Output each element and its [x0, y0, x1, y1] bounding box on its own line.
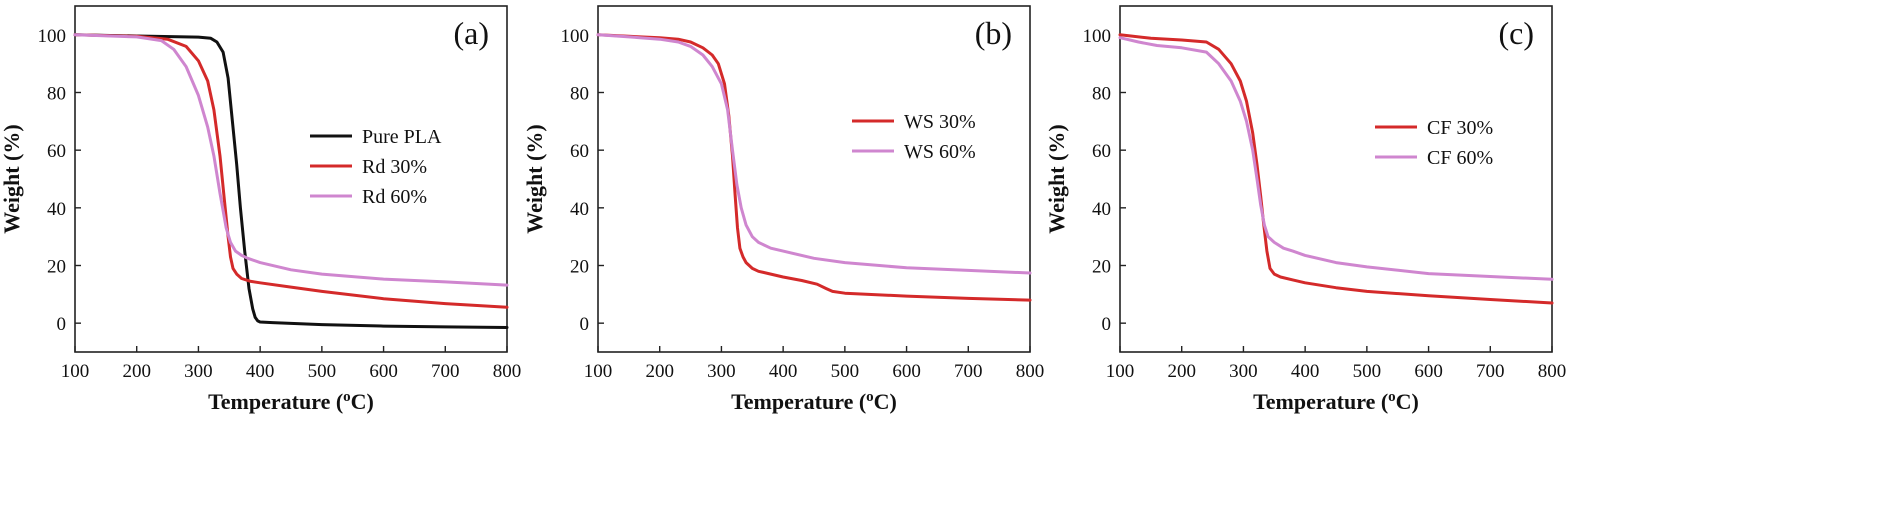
x-tick-label: 700 — [954, 361, 983, 382]
y-tick-label: 40 — [47, 199, 66, 220]
x-axis-label-superscript: o — [866, 389, 874, 405]
x-tick-label: 800 — [1016, 361, 1045, 382]
y-axis-label: Weight (%) — [0, 124, 24, 233]
legend-entry: WS 60% — [904, 141, 976, 163]
x-tick-label: 400 — [246, 361, 275, 382]
y-tick-label: 60 — [570, 141, 589, 162]
x-axis-label-unit: C) — [1396, 389, 1419, 414]
x-tick-label: 500 — [308, 361, 337, 382]
x-tick-label: 600 — [1414, 361, 1443, 382]
x-tick-label: 200 — [122, 361, 151, 382]
series-line-pure-pla — [73, 33, 509, 329]
legend-entry: Rd 60% — [362, 186, 427, 208]
x-axis-label: Temperature (oC) — [208, 389, 374, 414]
y-tick-label: 60 — [1092, 141, 1111, 162]
y-tick-label: 40 — [570, 199, 589, 220]
plot-frame — [74, 5, 508, 353]
chart-panel-c: 100 200 300 400 500 600 700 800 0 20 40 60 80 100 CF … — [1044, 5, 1567, 414]
x-axis-label-main: Temperature ( — [731, 389, 866, 414]
chart-panel-a: 100 200 300 400 500 600 700 800 0 20 40 60 80 100 Pur… — [0, 5, 522, 414]
x-tick-label: 500 — [1353, 361, 1382, 382]
legend-entry: Rd 30% — [362, 156, 427, 178]
y-tick-label: 80 — [570, 84, 589, 105]
x-tick-label: 600 — [369, 361, 398, 382]
x-tick-label: 100 — [1106, 361, 1135, 382]
x-tick-label: 600 — [892, 361, 921, 382]
x-tick-label: 400 — [1291, 361, 1320, 382]
legend-entry: WS 30% — [904, 111, 976, 133]
series-line-ws-60 — [596, 33, 1032, 275]
y-tick-label: 0 — [1102, 314, 1112, 335]
plot-frame — [597, 5, 1031, 353]
chart-panel-b: 100 200 300 400 500 600 700 800 0 20 40 60 80 100 WS … — [522, 5, 1045, 414]
x-axis-label-superscript: o — [1388, 389, 1396, 405]
y-tick-label: 80 — [47, 84, 66, 105]
x-tick-label: 400 — [769, 361, 798, 382]
legend: Pure PLA Rd 30% Rd 60% — [310, 126, 442, 208]
y-tick-label: 20 — [1092, 257, 1111, 278]
y-tick-label: 20 — [570, 257, 589, 278]
x-axis-label-unit: C) — [351, 389, 374, 414]
y-tick-label: 60 — [47, 141, 66, 162]
y-axis-label: Weight (%) — [522, 124, 547, 233]
x-axis-label-superscript: o — [343, 389, 351, 405]
x-axis-label-main: Temperature ( — [1253, 389, 1388, 414]
legend: CF 30% CF 60% — [1375, 117, 1493, 169]
x-tick-label: 100 — [61, 361, 90, 382]
panel-label: (c) — [1498, 15, 1534, 51]
panel-label: (b) — [975, 15, 1012, 51]
x-axis-label: Temperature (oC) — [1253, 389, 1419, 414]
legend-entry: CF 30% — [1427, 117, 1493, 139]
legend-entry: CF 60% — [1427, 147, 1493, 169]
series-line-ws-30 — [596, 33, 1032, 302]
y-tick-label: 40 — [1092, 199, 1111, 220]
y-tick-label: 100 — [38, 26, 67, 47]
x-axis-label: Temperature (oC) — [731, 389, 897, 414]
plot-frame — [1119, 5, 1553, 353]
x-tick-label: 200 — [1167, 361, 1196, 382]
y-tick-label: 80 — [1092, 84, 1111, 105]
legend-entry: Pure PLA — [362, 126, 442, 148]
y-axis-label: Weight (%) — [1044, 124, 1069, 233]
x-tick-label: 300 — [184, 361, 213, 382]
x-tick-label: 100 — [584, 361, 613, 382]
series-line-rd-30 — [73, 33, 509, 309]
panel-label: (a) — [453, 15, 489, 51]
series-line-cf-60 — [1118, 36, 1554, 281]
x-tick-label: 300 — [707, 361, 736, 382]
legend: WS 30% WS 60% — [852, 111, 976, 163]
x-tick-label: 300 — [1229, 361, 1258, 382]
x-tick-label: 800 — [493, 361, 522, 382]
x-tick-label: 500 — [831, 361, 860, 382]
y-tick-label: 20 — [47, 257, 66, 278]
y-tick-label: 0 — [580, 314, 590, 335]
x-tick-label: 700 — [1476, 361, 1505, 382]
y-tick-label: 100 — [1083, 26, 1112, 47]
series-line-rd-60 — [73, 33, 509, 287]
x-tick-label: 800 — [1538, 361, 1567, 382]
x-axis-label-main: Temperature ( — [208, 389, 343, 414]
x-tick-label: 700 — [431, 361, 460, 382]
x-axis-label-unit: C) — [874, 389, 897, 414]
y-tick-label: 100 — [561, 26, 590, 47]
x-tick-label: 200 — [645, 361, 674, 382]
y-tick-label: 0 — [57, 314, 67, 335]
